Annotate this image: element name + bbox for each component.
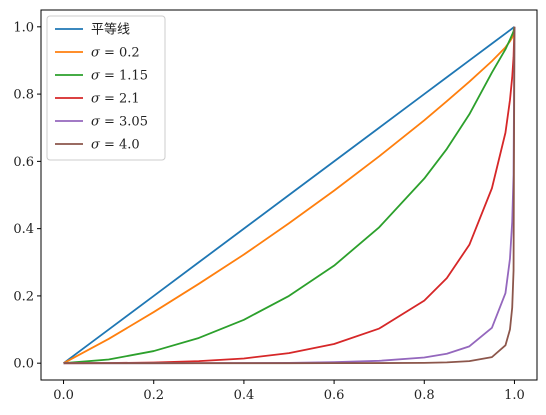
legend-label-text: = 3.05 bbox=[100, 115, 148, 130]
legend-label-2: σ = 1.15 bbox=[91, 69, 148, 84]
legend-label-5: σ = 4.0 bbox=[91, 138, 140, 153]
y-tick-label: 0.4 bbox=[13, 222, 34, 237]
x-tick-label: 0.4 bbox=[234, 388, 255, 403]
sigma-symbol: σ bbox=[91, 115, 101, 130]
series-line-0 bbox=[63, 26, 515, 364]
plot-frame bbox=[40, 9, 538, 381]
legend-label-text: = 0.2 bbox=[100, 46, 140, 61]
sigma-symbol: σ bbox=[91, 69, 101, 84]
legend-label-text: 平等线 bbox=[91, 22, 130, 38]
legend-label-text: = 1.15 bbox=[100, 69, 148, 84]
legend-label-3: σ = 2.1 bbox=[91, 92, 140, 107]
legend-label-text: = 4.0 bbox=[100, 138, 140, 153]
y-tick-label: 0.2 bbox=[13, 289, 34, 304]
legend-label-4: σ = 3.05 bbox=[91, 115, 148, 130]
x-tick-label: 0.2 bbox=[143, 388, 164, 403]
y-tick-label: 0.6 bbox=[13, 155, 34, 170]
x-tick-label: 0.0 bbox=[53, 388, 74, 403]
y-tick-label: 0.0 bbox=[13, 357, 34, 372]
x-tick-label: 0.8 bbox=[414, 388, 435, 403]
sigma-symbol: σ bbox=[91, 92, 101, 107]
x-tick-label: 0.6 bbox=[324, 388, 345, 403]
series-layer bbox=[63, 26, 516, 365]
y-tick-label: 0.8 bbox=[13, 88, 34, 103]
y-tick-label: 1.0 bbox=[13, 20, 34, 35]
legend-label-text: = 2.1 bbox=[100, 92, 140, 107]
series-line-3 bbox=[63, 26, 516, 365]
legend-label-1: σ = 0.2 bbox=[91, 46, 140, 61]
series-line-2 bbox=[63, 26, 516, 365]
legend-label-0: 平等线 bbox=[91, 22, 130, 38]
x-tick-label: 1.0 bbox=[504, 388, 525, 403]
axis-layer: 0.0 0.2 0.4 0.6 0.8 1.0 0.0 0.2 0.4 0.6 0.8 1.0 bbox=[13, 20, 524, 403]
sigma-symbol: σ bbox=[91, 46, 101, 61]
sigma-symbol: σ bbox=[91, 138, 101, 153]
series-line-5 bbox=[63, 26, 516, 365]
